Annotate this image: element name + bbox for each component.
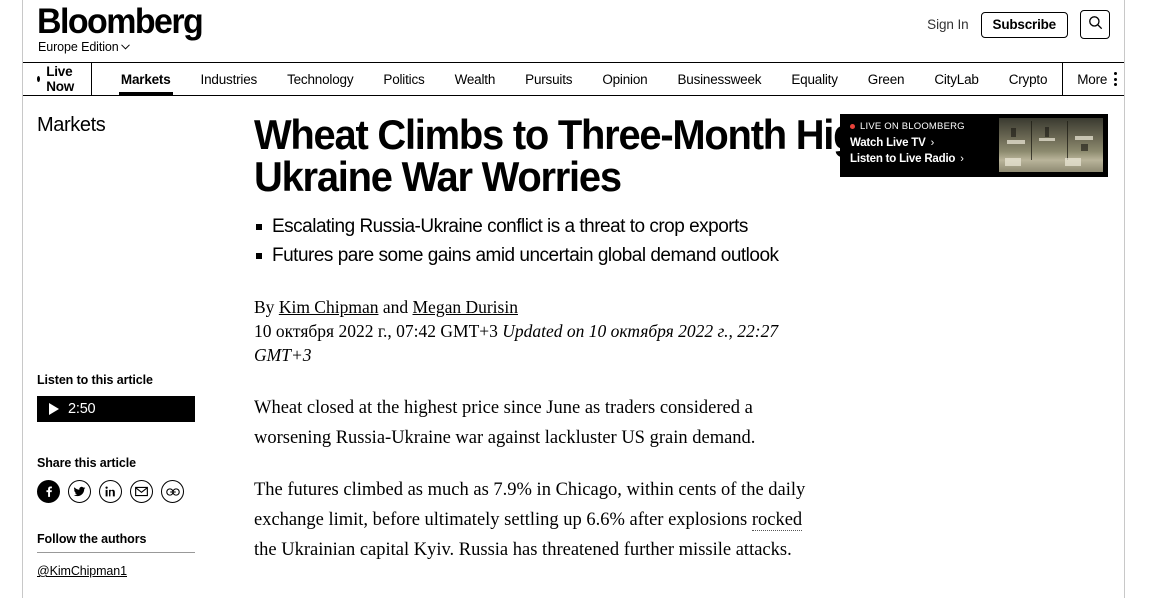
nav-item-politics[interactable]: Politics <box>383 71 425 87</box>
left-rail: Markets Listen to this article 2:50 Shar… <box>23 114 228 587</box>
listen-label: Listen to this article <box>37 373 153 387</box>
listen-live-radio-link[interactable]: Listen to Live Radio › <box>850 153 999 165</box>
edition-selector[interactable]: Europe Edition <box>38 40 130 54</box>
nav-more-label: More <box>1077 71 1108 87</box>
summary-bullet: Escalating Russia-Ukraine conflict is a … <box>254 212 1094 241</box>
nav-item-opinion[interactable]: Opinion <box>602 71 648 87</box>
nav-live-label: Live Now <box>46 64 75 94</box>
live-promo-text: LIVE ON BLOOMBERG Watch Live TV › Listen… <box>840 114 999 177</box>
listen-block: Listen to this article 2:50 <box>37 373 228 422</box>
audio-player[interactable]: 2:50 <box>37 396 195 422</box>
author-handle-link[interactable]: @KimChipman1 <box>37 564 127 578</box>
masthead-actions: Sign In Subscribe <box>927 10 1110 39</box>
share-icons <box>37 480 228 503</box>
masthead: Bloomberg Europe Edition Sign In Subscri… <box>23 0 1124 62</box>
nav-item-citylab[interactable]: CityLab <box>934 71 979 87</box>
section-eyebrow[interactable]: Markets <box>37 114 106 136</box>
share-label: Share this article <box>37 456 136 470</box>
twitter-icon[interactable] <box>68 480 91 503</box>
byline: By Kim Chipman and Megan Durisin 10 октя… <box>254 295 799 367</box>
inline-link-rocked[interactable]: rocked <box>751 510 803 531</box>
nav-item-live-now[interactable]: Live Now <box>37 63 92 95</box>
primary-navigation: Live Now Markets Industries Technology P… <box>23 62 1124 96</box>
nav-item-technology[interactable]: Technology <box>287 71 354 87</box>
live-promo-kicker: LIVE ON BLOOMBERG <box>850 121 999 132</box>
nav-items: Markets Industries Technology Politics W… <box>92 63 1062 95</box>
search-button[interactable] <box>1080 10 1110 39</box>
subscribe-button[interactable]: Subscribe <box>980 11 1068 38</box>
watch-live-tv-label: Watch Live TV <box>850 137 926 149</box>
audio-duration: 2:50 <box>68 401 96 417</box>
updated-timestamp: Updated on 10 октября 2022 г., 22:27 GMT… <box>254 321 779 365</box>
author-link-two[interactable]: Megan Durisin <box>412 297 518 317</box>
paragraph-text: the Ukrainian capital Kyiv. Russia has t… <box>254 540 792 560</box>
nav-item-wealth[interactable]: Wealth <box>454 71 496 87</box>
author-link-one[interactable]: Kim Chipman <box>278 297 379 317</box>
live-stream-thumbnail[interactable] <box>999 118 1103 172</box>
live-promo-kicker-label: LIVE ON BLOOMBERG <box>860 121 965 132</box>
play-icon <box>49 403 59 415</box>
edition-label: Europe Edition <box>38 40 119 54</box>
link-icon[interactable] <box>161 480 184 503</box>
kebab-menu-icon <box>1114 72 1118 86</box>
bloomberg-logo[interactable]: Bloomberg <box>37 2 204 41</box>
nav-item-green[interactable]: Green <box>867 71 905 87</box>
chevron-down-icon <box>120 42 130 53</box>
linkedin-icon[interactable] <box>99 480 122 503</box>
nav-item-equality[interactable]: Equality <box>791 71 838 87</box>
live-dot-icon <box>37 76 41 82</box>
sign-in-link[interactable]: Sign In <box>927 17 969 32</box>
byline-conjunction: and <box>378 297 413 317</box>
live-on-bloomberg-promo: LIVE ON BLOOMBERG Watch Live TV › Listen… <box>840 114 1108 177</box>
nav-item-crypto[interactable]: Crypto <box>1008 71 1048 87</box>
article-body: Wheat Climbs to Three-Month High on Risi… <box>228 114 1124 587</box>
follow-divider <box>37 552 195 553</box>
watch-live-tv-link[interactable]: Watch Live TV › <box>850 137 999 149</box>
page-container: Bloomberg Europe Edition Sign In Subscri… <box>22 0 1125 598</box>
nav-item-industries[interactable]: Industries <box>200 71 258 87</box>
nav-more-button[interactable]: More <box>1062 63 1129 95</box>
article-paragraphs: Wheat closed at the highest price since … <box>254 393 810 565</box>
paragraph: Wheat closed at the highest price since … <box>254 393 810 453</box>
nav-item-markets[interactable]: Markets <box>106 63 186 95</box>
content-area: Markets Listen to this article 2:50 Shar… <box>23 96 1124 587</box>
summary-bullet: Futures pare some gains amid uncertain g… <box>254 241 1094 270</box>
listen-live-radio-label: Listen to Live Radio <box>850 153 956 165</box>
nav-item-businessweek[interactable]: Businessweek <box>677 71 762 87</box>
paragraph-text: Wheat closed at the highest price since … <box>254 398 756 448</box>
byline-prefix: By <box>254 297 279 317</box>
nav-item-pursuits[interactable]: Pursuits <box>525 71 573 87</box>
chevron-right-icon: › <box>960 153 964 165</box>
facebook-icon[interactable] <box>37 480 60 503</box>
paragraph-text: The futures climbed as much as 7.9% in C… <box>254 480 806 530</box>
published-timestamp: 10 октября 2022 г., 07:42 GMT+3 <box>254 321 498 341</box>
summary-bullets: Escalating Russia-Ukraine conflict is a … <box>254 212 1094 270</box>
live-indicator-icon <box>850 124 855 129</box>
paragraph: The futures climbed as much as 7.9% in C… <box>254 475 810 565</box>
chevron-right-icon: › <box>930 137 935 149</box>
follow-label: Follow the authors <box>37 532 147 546</box>
search-icon <box>1088 15 1103 35</box>
email-icon[interactable] <box>130 480 153 503</box>
